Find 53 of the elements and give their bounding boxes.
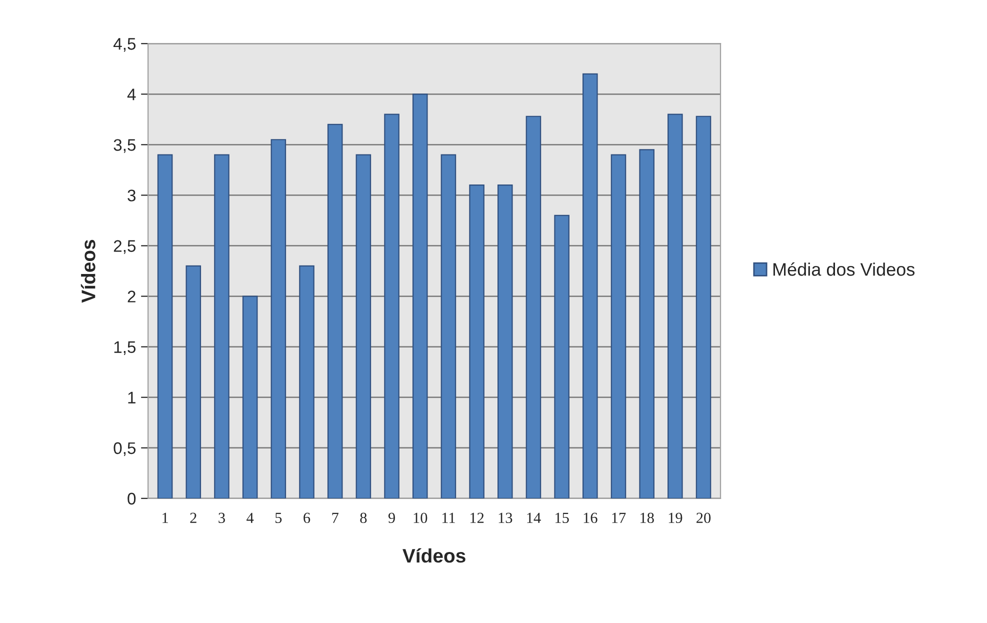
bar (186, 265, 202, 498)
bar (270, 139, 286, 498)
bar (668, 114, 683, 498)
y-tick-label: 4 (127, 88, 136, 100)
x-tick-label: 9 (388, 512, 395, 524)
bar (639, 149, 654, 498)
x-axis-title: Vídeos (402, 548, 466, 563)
bar (497, 184, 513, 498)
x-tick-label: 3 (218, 512, 225, 524)
x-tick-label: 17 (612, 512, 626, 523)
bar (299, 265, 314, 498)
x-tick-label: 6 (304, 512, 310, 524)
y-tick-label: 2 (128, 290, 136, 302)
y-tick-label: 3,5 (114, 139, 136, 153)
y-axis-title: Vídeos (80, 240, 96, 303)
x-tick-label: 16 (584, 512, 598, 524)
y-tick-label: 1 (128, 392, 136, 404)
x-tick-label: 11 (442, 512, 455, 523)
y-tick-label: 1,5 (114, 341, 136, 355)
x-tick-label: 18 (640, 512, 654, 524)
bar (356, 154, 372, 498)
x-tick-label: 14 (527, 512, 541, 523)
bar (384, 114, 400, 498)
bar (327, 124, 343, 498)
x-tick-label: 10 (414, 512, 428, 524)
x-tick-label: 7 (332, 512, 338, 523)
x-tick-label: 5 (275, 512, 282, 524)
x-tick-label: 15 (556, 512, 569, 524)
bar (526, 116, 542, 498)
bar (696, 116, 712, 498)
y-tick-label: 3 (128, 190, 136, 202)
bar (554, 214, 570, 498)
y-tick-label: 4,5 (113, 38, 136, 52)
x-tick-label: 19 (668, 512, 682, 524)
x-tick-label: 4 (246, 512, 254, 523)
bar (412, 94, 428, 498)
y-tick-label: 0,5 (114, 442, 136, 456)
bar (610, 154, 626, 498)
x-tick-label: 8 (360, 512, 367, 524)
bar (242, 296, 258, 498)
bar (157, 154, 173, 498)
x-tick-label: 12 (470, 512, 484, 523)
x-tick-label: 20 (696, 512, 711, 524)
x-tick-label: 1 (162, 512, 168, 523)
x-tick-label: 13 (498, 512, 512, 524)
legend-label: Média dos Videos (773, 262, 915, 276)
bar (469, 184, 484, 498)
y-tick-label: 2,5 (114, 240, 136, 254)
bar (440, 154, 456, 498)
y-tick-label: 0 (128, 492, 136, 505)
bar (582, 73, 598, 498)
bar (214, 154, 230, 498)
x-tick-label: 2 (190, 512, 196, 523)
